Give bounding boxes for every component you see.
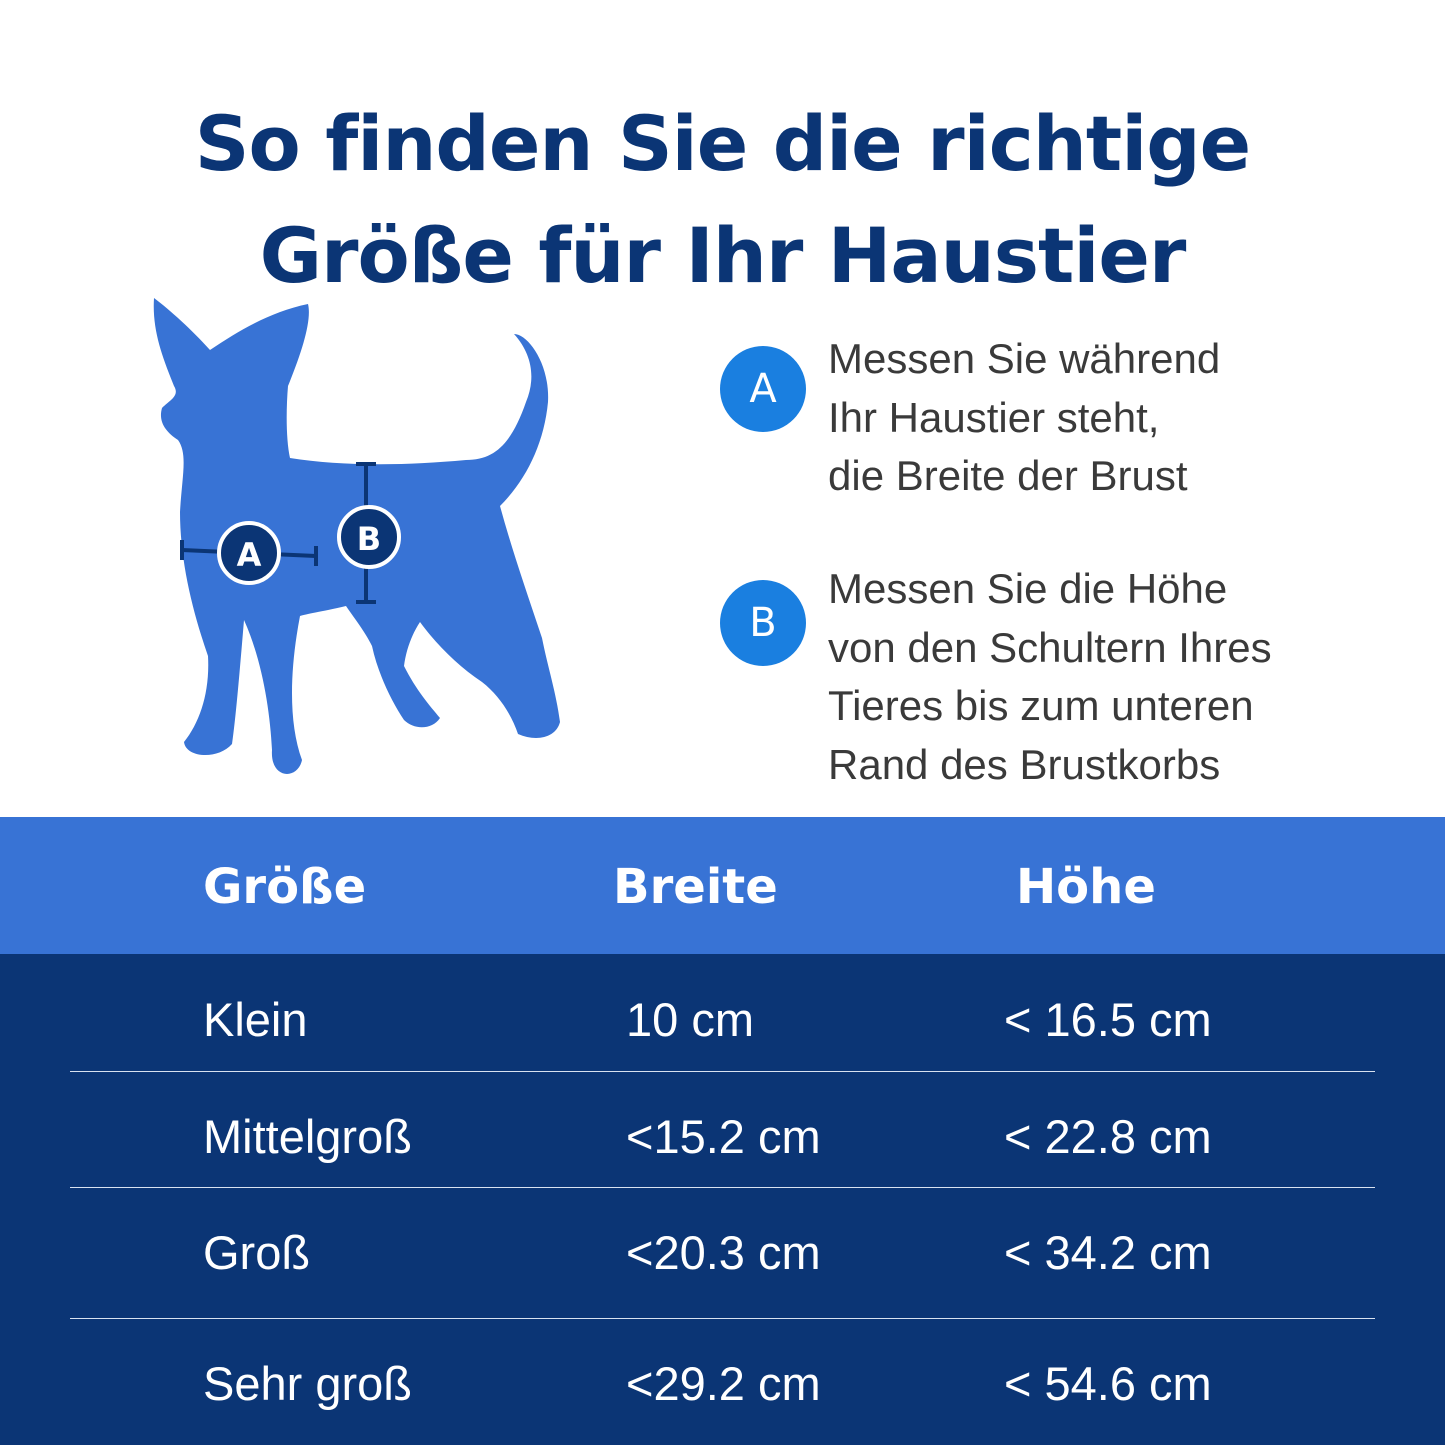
marker-b: B [337, 505, 401, 569]
instruction-line: Messen Sie während [828, 335, 1221, 382]
cell-height: < 54.6 cm [1004, 1357, 1212, 1410]
svg-text:B: B [357, 520, 381, 558]
table-row: Groß <20.3 cm < 34.2 cm [0, 1187, 1445, 1303]
cell-size: Mittelgroß [203, 1110, 412, 1163]
svg-text:A: A [237, 536, 262, 574]
title-line-2: Größe für Ihr Haustier [259, 211, 1187, 300]
cell-size: Groß [203, 1226, 311, 1279]
cell-width: 10 cm [626, 993, 754, 1046]
instruction-b-text: Messen Sie die Höhe von den Schultern Ih… [828, 560, 1428, 794]
badge-a: A [720, 346, 806, 432]
dog-measurement-illustration: A B [153, 298, 560, 774]
marker-a: A [217, 521, 281, 585]
row-divider [70, 1318, 1375, 1319]
row-divider [70, 1071, 1375, 1072]
title-line-1: So finden Sie die richtige [194, 99, 1251, 188]
cell-width: <20.3 cm [626, 1226, 821, 1279]
table-row: Mittelgroß <15.2 cm < 22.8 cm [0, 1071, 1445, 1187]
size-table-body: Klein 10 cm < 16.5 cm Mittelgroß <15.2 c… [0, 954, 1445, 1445]
header-height: Höhe [1016, 859, 1156, 915]
page-title: So finden Sie die richtige Größe für Ihr… [0, 88, 1445, 312]
instruction-line: Messen Sie die Höhe [828, 565, 1228, 612]
instruction-line: Rand des Brustkorbs [828, 740, 1221, 788]
cell-width: <15.2 cm [626, 1110, 821, 1163]
header-width: Breite [613, 859, 778, 915]
cell-width: <29.2 cm [626, 1357, 821, 1410]
instruction-line: die Breite der Brust [828, 452, 1188, 499]
cell-size: Klein [203, 993, 308, 1046]
table-row: Sehr groß <29.2 cm < 54.6 cm [0, 1318, 1445, 1434]
instruction-line: von den Schultern Ihres [828, 623, 1272, 671]
cell-height: < 22.8 cm [1004, 1110, 1212, 1163]
badge-b: B [720, 580, 806, 666]
row-divider [70, 1187, 1375, 1188]
cell-height: < 16.5 cm [1004, 993, 1212, 1046]
cell-size: Sehr groß [203, 1357, 412, 1410]
instruction-line: Ihr Haustier steht, [828, 393, 1160, 441]
instruction-a-text: Messen Sie während Ihr Haustier steht, d… [828, 330, 1428, 506]
table-row: Klein 10 cm < 16.5 cm [0, 954, 1445, 1070]
cell-height: < 34.2 cm [1004, 1226, 1212, 1279]
header-size: Größe [203, 859, 367, 915]
instruction-line: Tieres bis zum unteren [828, 682, 1254, 729]
size-table-header: Größe Breite Höhe [0, 817, 1445, 954]
